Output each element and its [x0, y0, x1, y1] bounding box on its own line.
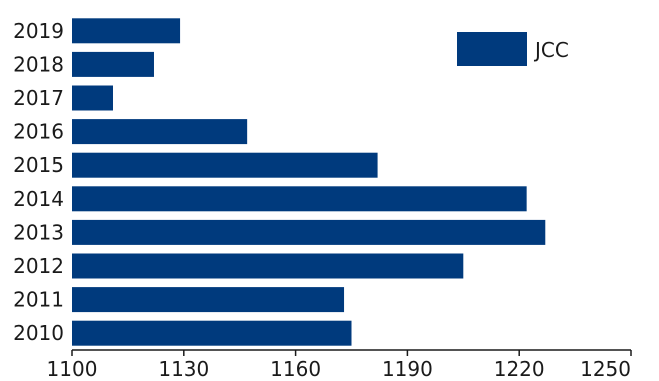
bar-2019	[72, 18, 181, 44]
bar-2014	[72, 186, 527, 212]
x-tick-label-1130: 1130	[158, 357, 209, 381]
category-label-2019: 2019	[13, 19, 64, 43]
x-tick-label-1250: 1250	[580, 357, 631, 381]
category-label-2018: 2018	[13, 52, 64, 76]
category-label-2015: 2015	[13, 153, 64, 177]
x-tick-label-1100: 1100	[47, 357, 98, 381]
category-label-2010: 2010	[13, 321, 64, 345]
bar-2011	[72, 287, 345, 313]
category-label-2013: 2013	[13, 220, 64, 244]
x-tick-label-1190: 1190	[382, 357, 433, 381]
bar-2010	[72, 320, 352, 346]
x-tick-label-1160: 1160	[270, 357, 321, 381]
bar-2016	[72, 119, 248, 145]
legend: JCC	[457, 32, 569, 66]
bar-2015	[72, 152, 378, 178]
bar-2013	[72, 219, 546, 245]
x-axis: 1100 1130 1160 1190 1220 1250	[47, 349, 632, 381]
bar-2017	[72, 85, 113, 111]
x-tick-label-1220: 1220	[494, 357, 545, 381]
bar-2018	[72, 51, 154, 77]
legend-label-jcc: JCC	[533, 38, 569, 62]
category-label-2016: 2016	[13, 120, 64, 144]
category-labels: 2010 2011 2012 2013 2014 2015 2016 2017 2018 2019	[13, 19, 64, 345]
bar-2012	[72, 253, 464, 279]
legend-swatch-jcc	[457, 32, 527, 66]
bars	[72, 18, 546, 346]
category-label-2014: 2014	[13, 187, 64, 211]
category-label-2011: 2011	[13, 288, 64, 312]
category-label-2017: 2017	[13, 86, 64, 110]
category-label-2012: 2012	[13, 254, 64, 278]
